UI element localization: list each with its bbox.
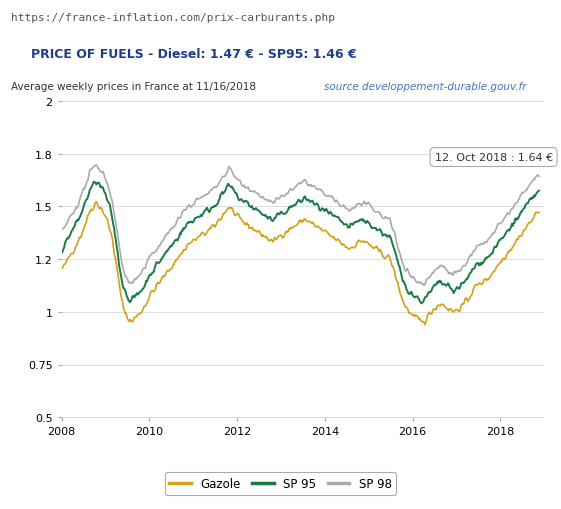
Text: 12. Oct 2018 : 1.64 €: 12. Oct 2018 : 1.64 € (435, 153, 553, 163)
Legend: Gazole, SP 95, SP 98: Gazole, SP 95, SP 98 (165, 472, 396, 495)
Text: source developpement-durable.gouv.fr: source developpement-durable.gouv.fr (324, 82, 526, 92)
Text: https://france-inflation.com/prix-carburants.php: https://france-inflation.com/prix-carbur… (11, 13, 335, 23)
Text: Average weekly prices in France at 11/16/2018: Average weekly prices in France at 11/16… (11, 82, 256, 92)
Text: PRICE OF FUELS - Diesel: 1.47 € - SP95: 1.46 €: PRICE OF FUELS - Diesel: 1.47 € - SP95: … (31, 48, 357, 61)
